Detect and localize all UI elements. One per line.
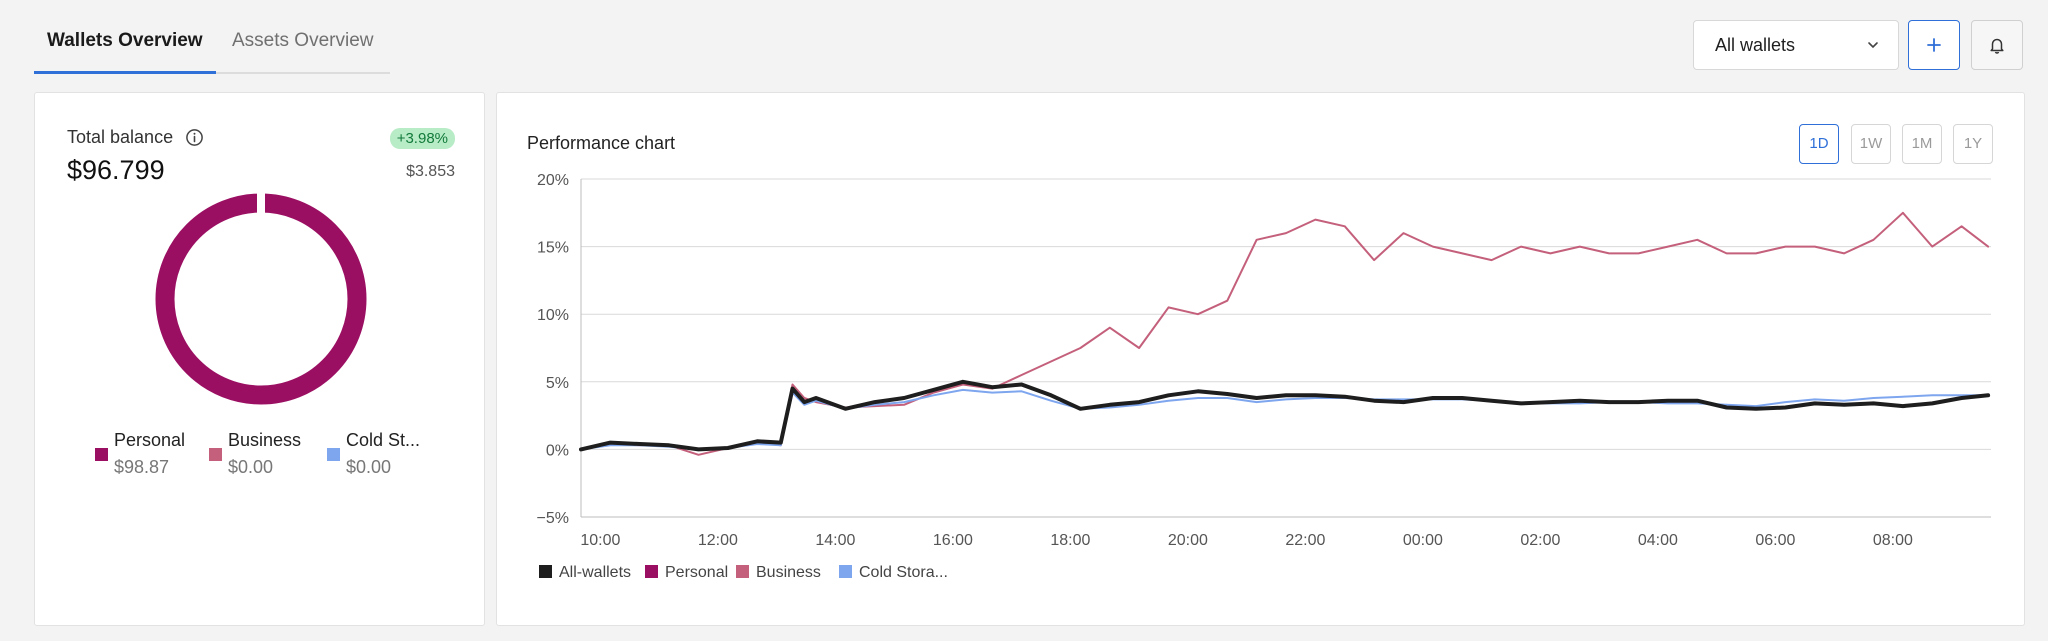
donut-gap xyxy=(257,193,265,217)
wallet-name: Personal xyxy=(114,430,186,450)
legend-swatch xyxy=(645,565,658,578)
info-icon[interactable] xyxy=(185,128,204,147)
chevron-down-icon xyxy=(1868,42,1878,49)
legend-label: Business xyxy=(756,564,821,581)
x-tick-label: 16:00 xyxy=(933,532,973,549)
x-tick-label: 22:00 xyxy=(1285,532,1325,549)
x-tick-label: 00:00 xyxy=(1403,532,1443,549)
y-tick-label: 20% xyxy=(537,172,569,189)
series-line-cold-stora xyxy=(580,388,1990,451)
bell-icon xyxy=(1990,38,2004,54)
plus-icon xyxy=(1927,38,1941,52)
performance-chart-title: Performance chart xyxy=(527,133,676,153)
wallet-name: Cold St... xyxy=(346,430,421,450)
range-1m-button[interactable]: 1M xyxy=(1902,124,1942,164)
notifications-button[interactable] xyxy=(1971,20,2023,70)
legend-swatch xyxy=(327,448,340,461)
wallet-value: $98.87 xyxy=(114,457,170,477)
wallet-value: $0.00 xyxy=(228,457,274,477)
total-balance-amount: $96.799 xyxy=(67,155,165,185)
legend-swatch xyxy=(736,565,749,578)
range-1y-button[interactable]: 1Y xyxy=(1953,124,1993,164)
tab-wallets-overview[interactable]: Wallets Overview xyxy=(47,30,203,51)
y-tick-label: −5% xyxy=(537,510,569,527)
x-tick-label: 08:00 xyxy=(1873,532,1913,549)
legend-swatch xyxy=(539,565,552,578)
tab-assets-overview[interactable]: Assets Overview xyxy=(232,30,374,51)
legend-label: Personal xyxy=(665,564,728,581)
wallet-legend: Personal $98.87 Business $0.00 Cold St..… xyxy=(95,430,475,490)
x-tick-label: 18:00 xyxy=(1050,532,1090,549)
range-1d-button[interactable]: 1D xyxy=(1799,124,1839,164)
wallet-donut-chart xyxy=(155,193,367,405)
x-tick-label: 20:00 xyxy=(1168,532,1208,549)
legend-swatch xyxy=(95,448,108,461)
balance-card: Total balance $96.799 +3.98% $3.853 Pers… xyxy=(34,92,485,626)
x-tick-label: 02:00 xyxy=(1520,532,1560,549)
y-tick-label: 15% xyxy=(537,240,569,257)
wallet-select-value: All wallets xyxy=(1715,35,1796,55)
wallet-value: $0.00 xyxy=(346,457,392,477)
x-tick-label: 12:00 xyxy=(698,532,738,549)
series-line-business xyxy=(580,211,1990,456)
y-tick-label: 5% xyxy=(546,375,569,392)
legend-label: All-wallets xyxy=(559,564,631,581)
x-tick-label: 06:00 xyxy=(1755,532,1795,549)
legend-swatch xyxy=(839,565,852,578)
add-wallet-button[interactable] xyxy=(1908,20,1960,70)
change-amount: $3.853 xyxy=(406,163,455,180)
performance-card: Performance chart 1D 1W 1M 1Y 20% 15% 10% 5… xyxy=(496,92,2025,626)
x-tick-label: 10:00 xyxy=(580,532,620,549)
wallet-select[interactable]: All wallets xyxy=(1693,20,1899,70)
performance-line-chart: 20% 15% 10% 5% 0% −5% 10:00 12:00 14:00 16:00 18:0… xyxy=(537,172,1991,581)
legend-swatch xyxy=(209,448,222,461)
wallet-name: Business xyxy=(228,430,302,450)
tab-bar: Wallets Overview Assets Overview xyxy=(34,0,390,74)
donut-segment-personal xyxy=(155,193,367,405)
total-balance-label: Total balance xyxy=(67,127,174,147)
series-line-all-wallets xyxy=(579,379,1991,452)
x-tick-label: 14:00 xyxy=(815,532,855,549)
y-tick-label: 0% xyxy=(546,442,569,459)
range-1w-button[interactable]: 1W xyxy=(1851,124,1891,164)
y-tick-label: 10% xyxy=(537,307,569,324)
x-tick-label: 04:00 xyxy=(1638,532,1678,549)
change-percent-badge: +3.98% xyxy=(389,128,455,149)
legend-label: Cold Stora... xyxy=(859,564,948,581)
active-tab-indicator xyxy=(34,71,216,74)
